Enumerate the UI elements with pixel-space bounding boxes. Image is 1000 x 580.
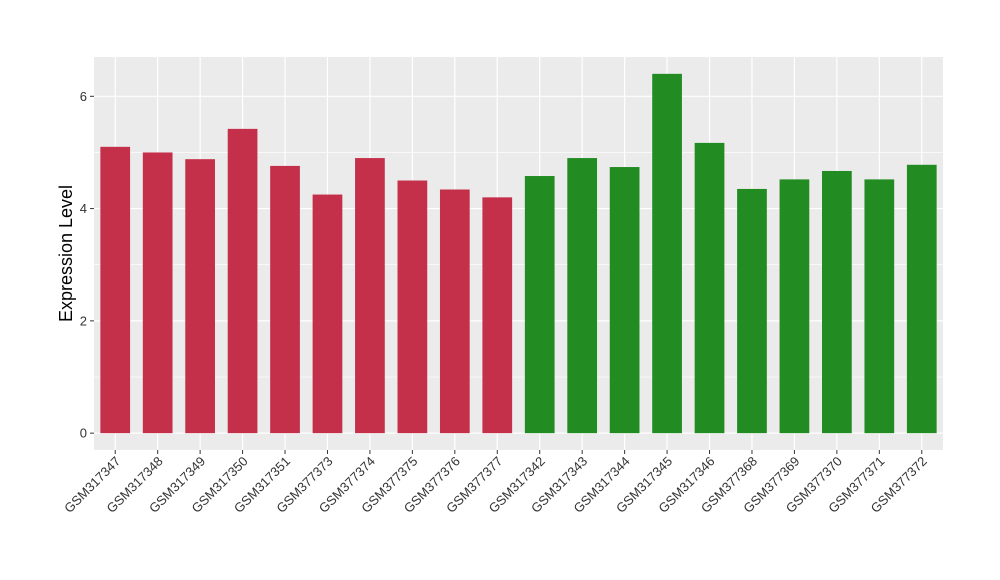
bar bbox=[567, 158, 598, 434]
bar bbox=[270, 165, 300, 434]
bar bbox=[142, 152, 173, 434]
bar bbox=[312, 194, 343, 434]
y-tick-label: 0 bbox=[80, 426, 87, 441]
bar bbox=[694, 142, 725, 434]
bar bbox=[779, 179, 810, 434]
bar bbox=[185, 159, 215, 434]
bar bbox=[737, 188, 767, 434]
bar bbox=[482, 197, 513, 434]
y-axis-title: Expression Level bbox=[56, 185, 76, 322]
bar bbox=[652, 73, 682, 434]
y-tick-label: 6 bbox=[80, 89, 87, 104]
y-tick-label: 2 bbox=[80, 313, 87, 328]
bar bbox=[227, 128, 258, 434]
bar bbox=[906, 164, 937, 434]
bar bbox=[355, 158, 385, 434]
y-axis: 0 2 4 6 bbox=[80, 89, 94, 441]
bar bbox=[822, 170, 852, 434]
x-axis: GSM317347GSM317348GSM317349GSM317350GSM3… bbox=[61, 450, 930, 516]
bars bbox=[100, 73, 937, 434]
bar bbox=[524, 176, 555, 434]
bar bbox=[397, 180, 428, 434]
bar bbox=[864, 179, 895, 434]
bar bbox=[609, 167, 640, 434]
plot-panel bbox=[94, 57, 943, 450]
bar bbox=[439, 189, 470, 434]
bar bbox=[100, 146, 131, 434]
y-tick-label: 4 bbox=[80, 201, 87, 216]
